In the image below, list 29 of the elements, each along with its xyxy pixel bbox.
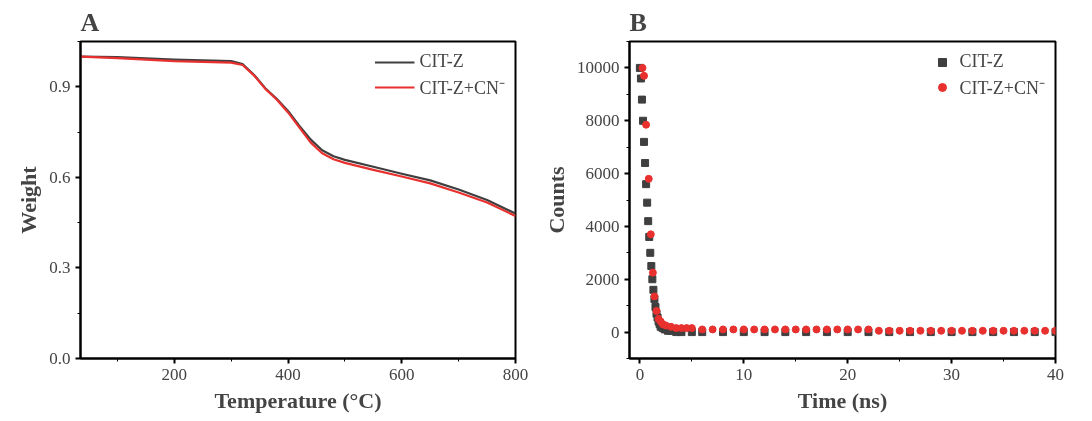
y-tick-label: 0.3 bbox=[49, 258, 71, 278]
y-tick-label: 2000 bbox=[585, 269, 620, 289]
legend-label: CIT-Z+CN⁻ bbox=[959, 77, 1045, 99]
y-axis-title: Counts bbox=[544, 165, 569, 234]
x-tick-label: 30 bbox=[943, 364, 961, 384]
x-tick-label: 600 bbox=[389, 364, 415, 384]
y-tick-label: 4000 bbox=[585, 216, 620, 236]
legend-label: CIT-Z bbox=[959, 51, 1004, 72]
x-axis-title: Time (ns) bbox=[797, 387, 888, 413]
chart-title: A bbox=[80, 7, 100, 37]
y-tick-label: 8000 bbox=[585, 111, 620, 131]
y-tick-label: 0.6 bbox=[49, 167, 71, 187]
x-tick-label: 0 bbox=[635, 364, 645, 384]
y-tick-label: 0 bbox=[611, 322, 620, 342]
legend-label: CIT-Z+CN⁻ bbox=[419, 77, 505, 99]
y-tick-label: 10000 bbox=[577, 58, 620, 78]
y-tick-label: 6000 bbox=[585, 164, 620, 184]
x-tick-label: 40 bbox=[1047, 364, 1064, 384]
chart-title: B bbox=[629, 7, 647, 37]
x-tick-label: 20 bbox=[839, 364, 857, 384]
x-tick-label: 800 bbox=[502, 364, 529, 384]
legend-label: CIT-Z bbox=[419, 51, 464, 72]
y-tick-label: 0.0 bbox=[49, 349, 71, 368]
x-tick-label: 200 bbox=[161, 364, 188, 384]
y-tick-label: 0.9 bbox=[49, 77, 71, 97]
x-tick-label: 400 bbox=[275, 364, 301, 384]
x-tick-label: 10 bbox=[735, 364, 753, 384]
x-axis-title: Temperature (°C) bbox=[214, 387, 382, 413]
y-axis-title: Weight bbox=[16, 165, 42, 234]
